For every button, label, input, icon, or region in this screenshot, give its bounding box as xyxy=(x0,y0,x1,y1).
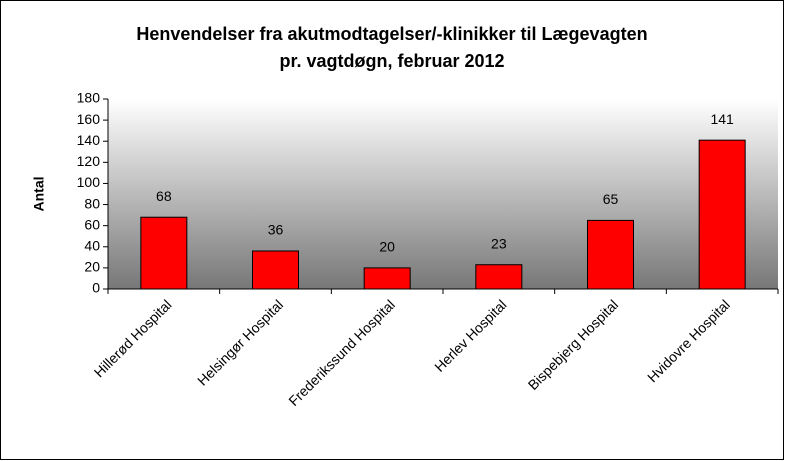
y-tick-label: 80 xyxy=(84,195,100,211)
data-label: 36 xyxy=(268,222,284,238)
data-label: 68 xyxy=(156,188,172,204)
plot-area xyxy=(108,99,778,289)
chart-title: Henvendelser fra akutmodtagelser/-klinik… xyxy=(136,24,647,44)
bar xyxy=(698,139,746,290)
data-label: 20 xyxy=(379,239,395,255)
y-tick-label: 20 xyxy=(84,259,100,275)
data-label: 141 xyxy=(710,111,734,127)
y-tick-label: 160 xyxy=(77,111,101,127)
chart-subtitle: pr. vagtdøgn, februar 2012 xyxy=(279,51,504,71)
y-tick-label: 40 xyxy=(84,237,100,253)
y-tick-label: 60 xyxy=(84,216,100,232)
bar xyxy=(587,219,634,290)
y-tick-label: 180 xyxy=(77,90,101,106)
bar xyxy=(252,250,299,290)
data-label: 65 xyxy=(603,191,619,207)
y-axis-label: Antal xyxy=(31,177,47,212)
y-tick-label: 100 xyxy=(77,174,101,190)
y-tick-label: 140 xyxy=(77,132,101,148)
bar xyxy=(140,216,188,290)
y-tick-label: 0 xyxy=(92,280,100,296)
bar xyxy=(475,264,523,290)
y-tick-label: 120 xyxy=(77,153,101,169)
data-label: 23 xyxy=(491,235,507,251)
bar xyxy=(363,267,411,290)
